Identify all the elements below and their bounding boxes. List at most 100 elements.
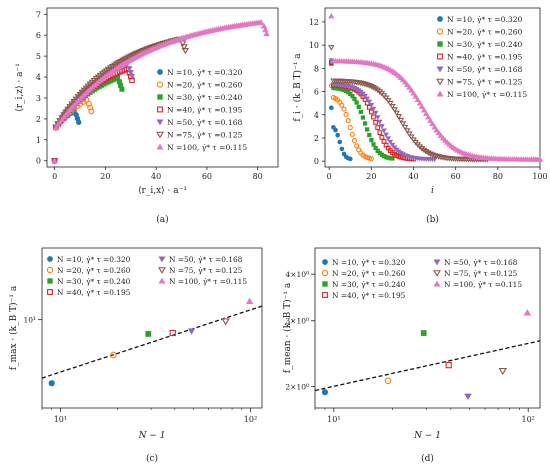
data-point bbox=[536, 156, 544, 162]
x-axis-label: ⟨r_i,x⟩ · a⁻¹ bbox=[138, 186, 187, 196]
data-point bbox=[391, 107, 398, 113]
data-point bbox=[403, 128, 411, 134]
data-point bbox=[257, 19, 265, 25]
data-point bbox=[354, 143, 360, 149]
data-point bbox=[181, 47, 190, 55]
legend-entry: N =50, γ̇* τ =0.168 bbox=[447, 65, 523, 74]
legend-marker bbox=[436, 28, 444, 35]
legend-entry: N =20, γ̇* τ =0.260 bbox=[447, 28, 523, 37]
y-tick-label: 6 bbox=[36, 31, 41, 40]
x-axis-label: N − 1 bbox=[138, 431, 166, 441]
x-tick-label: 10¹ bbox=[54, 415, 67, 424]
data-point bbox=[127, 70, 134, 76]
data-point bbox=[410, 90, 417, 96]
data-point bbox=[389, 142, 396, 148]
legend-entry: N =75, γ̇* τ =0.125 bbox=[169, 266, 243, 275]
y-tick-label: 8 bbox=[314, 64, 319, 73]
data-point bbox=[371, 114, 376, 120]
data-point bbox=[339, 146, 345, 152]
data-point bbox=[328, 13, 335, 19]
data-point bbox=[416, 100, 424, 106]
x-axis-label: i bbox=[431, 186, 434, 196]
data-point bbox=[169, 329, 176, 337]
data-point bbox=[352, 96, 357, 102]
y-axis-label: ⟨r_i,z⟩ · a⁻¹ bbox=[15, 63, 25, 112]
legend-entry: N =20, γ̇* τ =0.260 bbox=[57, 266, 131, 275]
data-point bbox=[379, 124, 385, 129]
y-tick-label: 7 bbox=[36, 10, 41, 19]
legend-entry: N =10, γ̇* τ =0.320 bbox=[332, 258, 406, 267]
y-tick-label: 12 bbox=[309, 18, 319, 27]
data-point bbox=[362, 93, 368, 99]
data-point bbox=[375, 125, 381, 130]
data-point bbox=[429, 120, 436, 127]
legend-entry: N =50, γ̇* τ =0.168 bbox=[169, 255, 243, 264]
legend-marker bbox=[157, 69, 163, 75]
plot-frame bbox=[324, 7, 541, 168]
data-point bbox=[321, 389, 329, 396]
y-tick-label: 4 bbox=[36, 73, 41, 82]
data-point bbox=[87, 104, 94, 111]
legend-entry: N =100, γ̇* τ =0.115 bbox=[447, 90, 527, 99]
legend-marker bbox=[47, 256, 53, 262]
legend-marker bbox=[436, 90, 444, 97]
legend-entry: N =75, γ̇* τ =0.125 bbox=[444, 269, 518, 278]
data-point bbox=[180, 44, 188, 51]
fit-line bbox=[314, 340, 541, 392]
legend-entry: N =100, γ̇* τ =0.115 bbox=[169, 277, 247, 286]
data-point bbox=[368, 109, 374, 115]
legend-marker bbox=[321, 269, 329, 277]
data-point bbox=[371, 142, 376, 147]
legend-marker bbox=[437, 16, 443, 22]
data-point bbox=[337, 139, 343, 145]
data-point bbox=[145, 331, 152, 337]
data-point bbox=[377, 130, 383, 136]
y-tick-label: 4 bbox=[314, 111, 319, 120]
legend-marker bbox=[437, 41, 443, 47]
legend-marker bbox=[322, 292, 328, 298]
data-point bbox=[88, 108, 95, 115]
data-point bbox=[387, 139, 394, 145]
panel-label: (c) bbox=[146, 453, 158, 464]
data-point bbox=[52, 124, 60, 130]
data-point bbox=[360, 115, 366, 120]
legend-entry: N =30, γ̇* τ =0.240 bbox=[332, 280, 406, 289]
legend-entry: N =50, γ̇* τ =0.168 bbox=[167, 118, 243, 127]
legend-marker bbox=[433, 280, 441, 287]
data-point bbox=[435, 129, 442, 136]
y-tick-label: 10 bbox=[309, 41, 319, 50]
panel-b: 0 20 40 60 80 100 0 2 4 6 8 10 12 i f_i · (k_B T)⁻¹ a N… bbox=[292, 7, 548, 225]
legend-marker bbox=[158, 267, 166, 274]
data-point bbox=[387, 100, 394, 107]
data-point bbox=[370, 85, 377, 91]
data-point bbox=[126, 66, 133, 72]
data-point bbox=[51, 157, 58, 164]
plot-frame bbox=[314, 247, 541, 409]
x-tick-label: 80 bbox=[253, 172, 263, 181]
legend-marker bbox=[156, 143, 164, 150]
y-tick-label: 2 bbox=[36, 115, 41, 124]
data-point bbox=[464, 393, 472, 401]
legend-marker bbox=[433, 270, 441, 277]
data-point bbox=[406, 84, 413, 90]
y-tick-label: 5 bbox=[36, 52, 41, 61]
legend-marker bbox=[47, 278, 53, 284]
data-point bbox=[374, 115, 381, 121]
data-point bbox=[343, 111, 349, 118]
data-point bbox=[381, 128, 387, 134]
legend: N =10, γ̇* τ =0.320 N =20, γ̇* τ =0.260 N … bbox=[46, 255, 247, 297]
legend-entry: N =40, γ̇* τ =0.195 bbox=[332, 291, 406, 300]
x-tick-label: 20 bbox=[100, 172, 110, 181]
y-tick-label: 6 bbox=[314, 88, 319, 97]
x-axis-label: N − 1 bbox=[413, 431, 441, 441]
data-point bbox=[369, 137, 374, 143]
data-point bbox=[356, 104, 361, 109]
legend-entry: N =10, γ̇* τ =0.320 bbox=[167, 68, 243, 77]
data-point bbox=[433, 126, 440, 133]
data-point bbox=[376, 119, 383, 125]
panel-d: 10¹ 10² 2×10⁰ 3×10⁰ 4×10⁰ N − 1 f_mean · (k_B … bbox=[282, 247, 541, 464]
legend-entry: N =40, γ̇* τ =0.195 bbox=[447, 53, 523, 62]
data-point bbox=[85, 100, 92, 107]
legend-marker bbox=[436, 78, 444, 86]
